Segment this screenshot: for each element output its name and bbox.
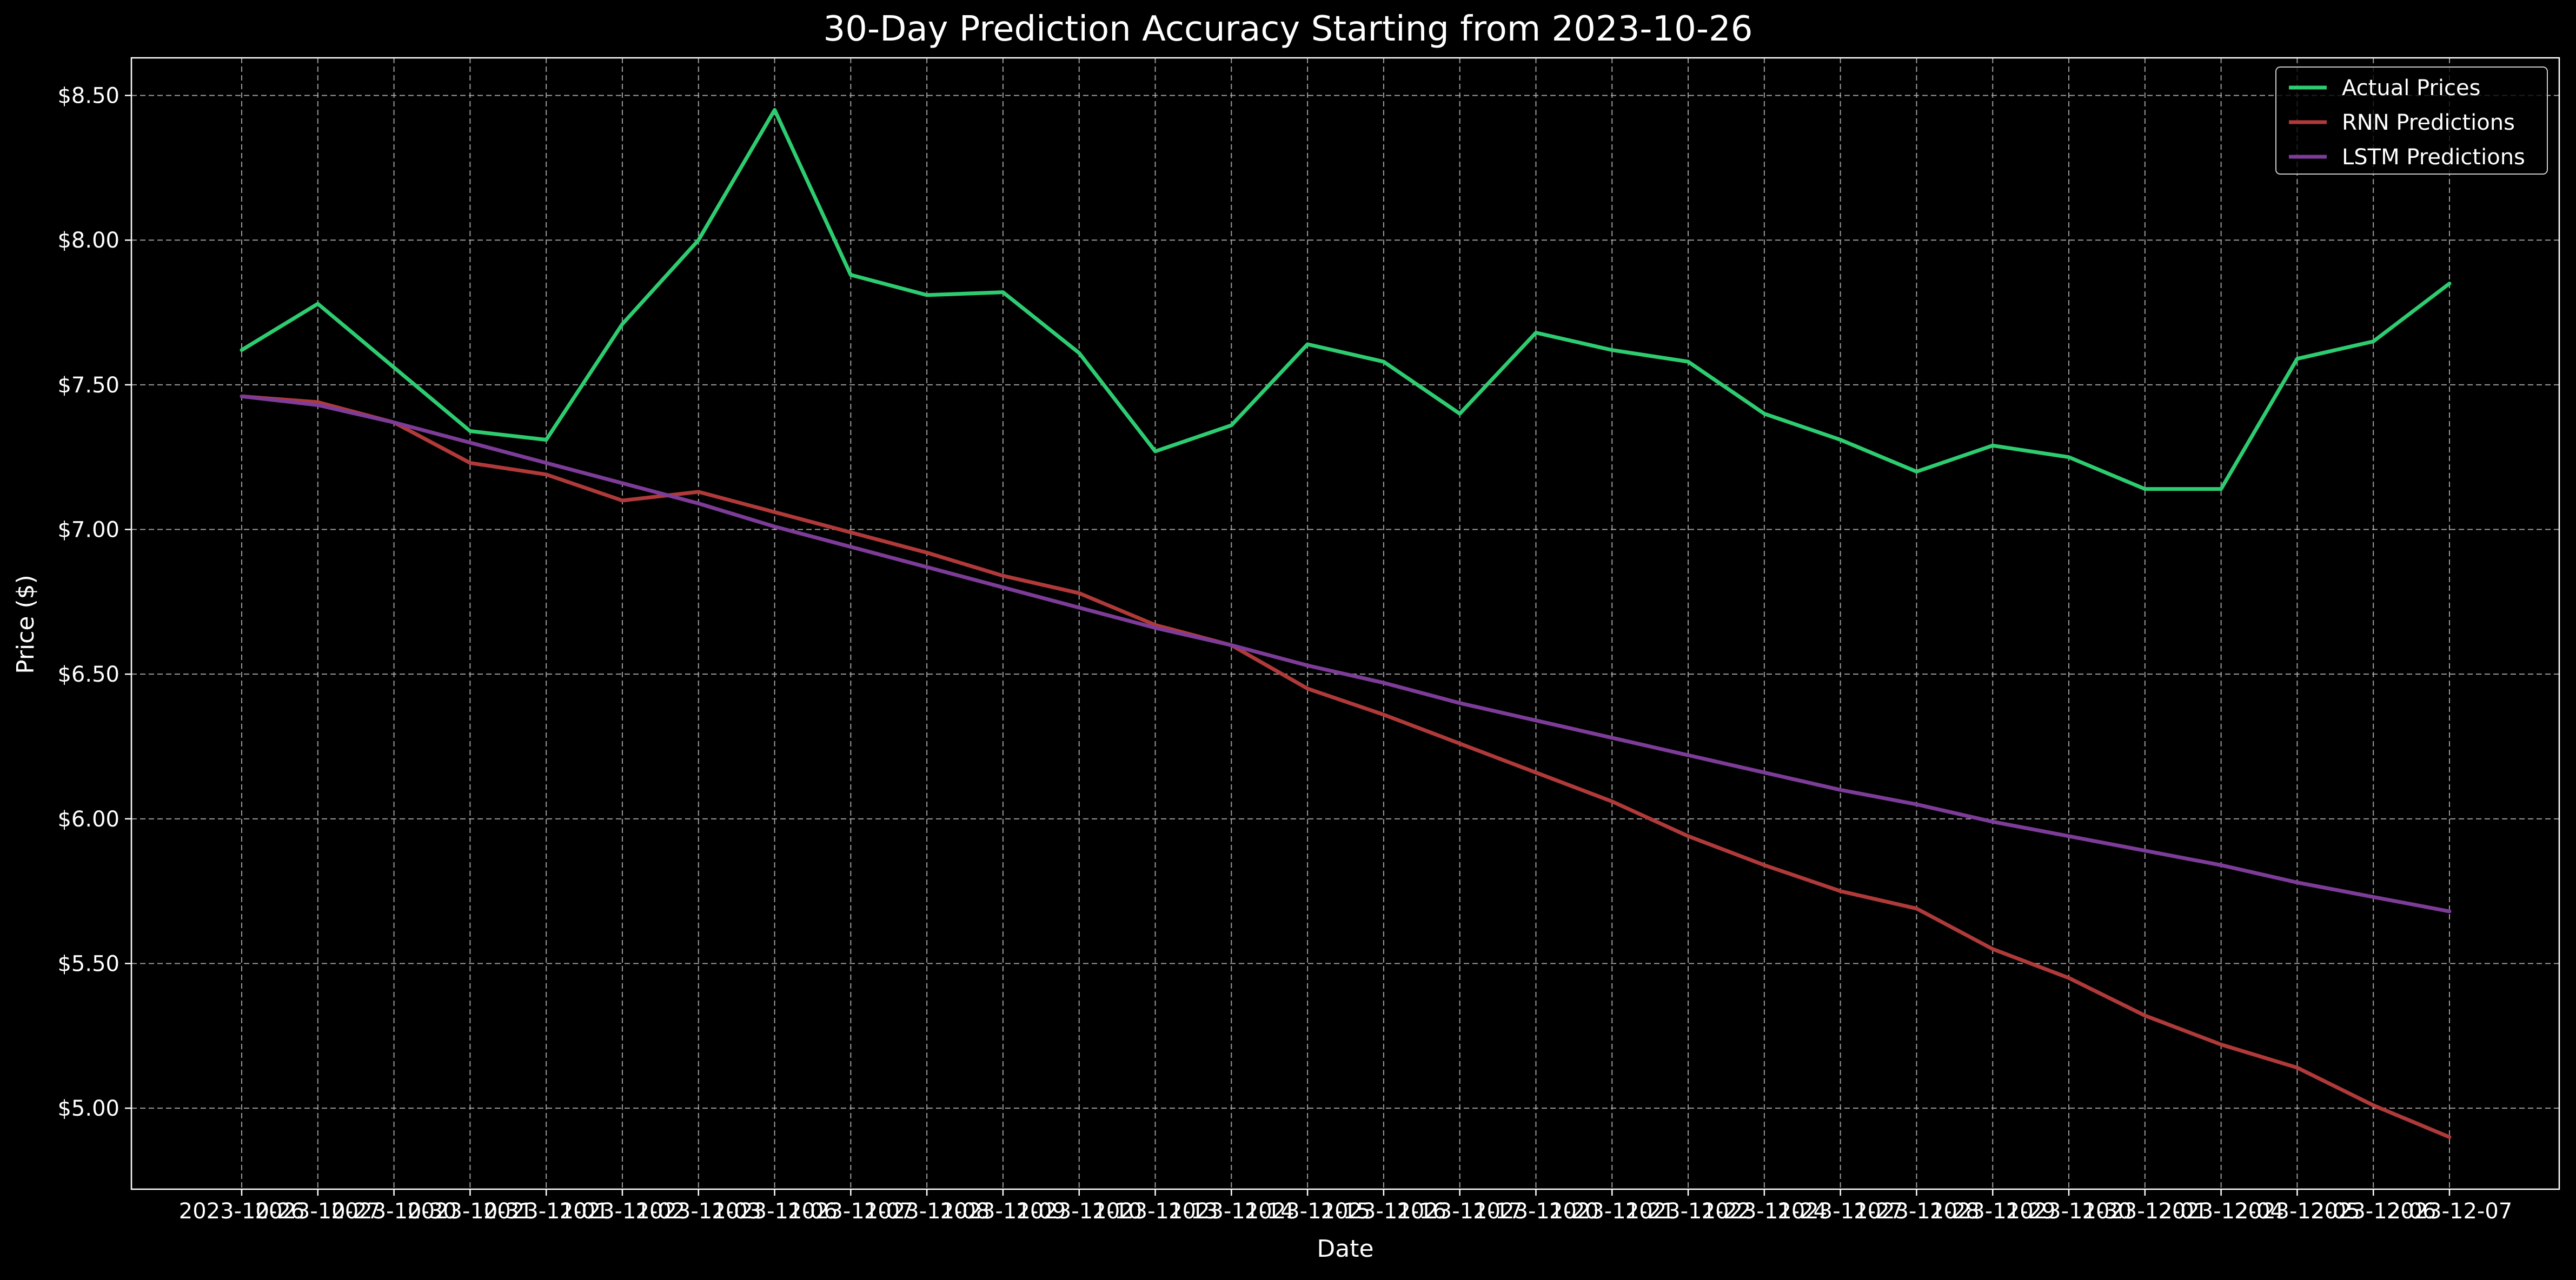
x-tick-label: 2023-12-05 [2234,1199,2360,1224]
x-tick-label: 2023-11-10 [1016,1199,1141,1224]
x-tick-label: 2023-11-08 [864,1199,990,1224]
x-tick-label: 2023-11-28 [1854,1199,1979,1224]
legend-label: RNN Predictions [2342,110,2515,135]
x-tick-label: 2023-11-09 [940,1199,1066,1224]
series-line [240,108,2452,491]
ticks-group: $5.00 $5.50 $6.00 $6.50 $7.00 $7.50 $8.00 $8.50… [57,84,2512,1224]
x-tick-label: 2023-11-17 [1397,1199,1522,1224]
x-tick-label: 2023-11-29 [1930,1199,2055,1224]
x-tick-label: 2023-11-03 [636,1199,761,1224]
series-line [240,394,2452,1139]
x-tick-label: 2023-11-14 [1169,1199,1294,1224]
legend: Actual Prices RNN Predictions LSTM Predict… [2275,66,2548,175]
x-tick-label: 2023-11-22 [1625,1199,1751,1224]
y-tick-label: $8.50 [57,84,119,109]
x-tick-label: 2023-11-27 [1777,1199,1903,1224]
y-tick-label: $6.00 [57,807,119,832]
x-tick-label: 2023-10-30 [331,1199,456,1224]
legend-box [2275,66,2548,175]
x-tick-label: 2023-12-06 [2311,1199,2436,1224]
y-tick-label: $7.50 [57,373,119,398]
x-tick-label: 2023-12-01 [2082,1199,2208,1224]
x-tick-label: 2023-11-01 [483,1199,609,1224]
x-tick-label: 2023-11-15 [1245,1199,1370,1224]
x-tick-label: 2023-12-07 [2387,1199,2512,1224]
y-axis-label: Price ($) [12,575,39,674]
x-tick-label: 2023-11-30 [2006,1199,2132,1224]
grid [131,58,2559,1189]
chart-title: 30-Day Prediction Accuracy Starting from… [824,9,1753,49]
x-axis-label: Date [1317,1235,1373,1263]
series-group [240,108,2452,1139]
x-tick-label: 2023-11-21 [1549,1199,1675,1224]
y-tick-label: $5.00 [57,1096,119,1121]
x-tick-label: 2023-10-31 [407,1199,533,1224]
series-line [240,394,2452,914]
y-tick-label: $8.00 [57,228,119,253]
plot-frame [130,57,2560,1190]
x-tick-label: 2023-11-06 [712,1199,837,1224]
y-tick-label: $6.50 [57,662,119,687]
x-tick-label: 2023-10-27 [255,1199,381,1224]
y-tick-label: $7.00 [57,518,119,543]
legend-label: LSTM Predictions [2342,145,2525,170]
x-tick-label: 2023-10-26 [179,1199,304,1224]
x-tick-label: 2023-11-02 [560,1199,685,1224]
x-tick-label: 2023-11-13 [1092,1199,1218,1224]
x-tick-label: 2023-11-20 [1473,1199,1598,1224]
x-tick-label: 2023-12-04 [2158,1199,2283,1224]
x-tick-label: 2023-11-16 [1321,1199,1446,1224]
x-tick-label: 2023-11-24 [1702,1199,1827,1224]
y-tick-label: $5.50 [57,951,119,976]
x-tick-label: 2023-11-07 [788,1199,913,1224]
legend-label: Actual Prices [2342,76,2480,101]
